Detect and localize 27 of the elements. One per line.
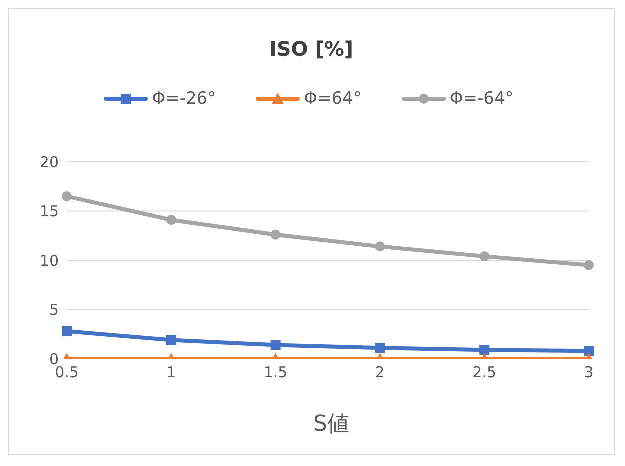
x-tick-label: 2: [375, 364, 385, 382]
x-tick-label: 3: [584, 364, 594, 382]
legend-label: Φ=64°: [303, 89, 362, 109]
y-tick-label: 5: [49, 301, 59, 320]
point: [166, 335, 176, 346]
y-tick-label: 10: [40, 252, 59, 270]
legend-label: Φ=-64°: [448, 89, 514, 109]
point: [270, 340, 281, 350]
point: [584, 260, 594, 270]
point: [584, 346, 594, 356]
y-tick-label: 20: [40, 153, 59, 172]
x-tick-label: 1: [166, 364, 176, 382]
x-axis-title: S値: [312, 411, 350, 439]
point: [375, 242, 386, 252]
point: [375, 343, 386, 354]
legend-label: Φ=-26°: [151, 89, 216, 109]
y-tick-label: 15: [40, 202, 59, 221]
x-tick-label: 2.5: [472, 364, 497, 382]
point: [270, 230, 281, 240]
x-tick-label: 0.5: [55, 364, 79, 382]
point: [62, 326, 72, 336]
point: [166, 215, 176, 226]
x-tick-label: 1.5: [264, 364, 288, 382]
point: [62, 191, 72, 202]
chart-title: ISO [%]: [268, 37, 355, 61]
point: [480, 252, 490, 262]
point: [480, 345, 490, 356]
